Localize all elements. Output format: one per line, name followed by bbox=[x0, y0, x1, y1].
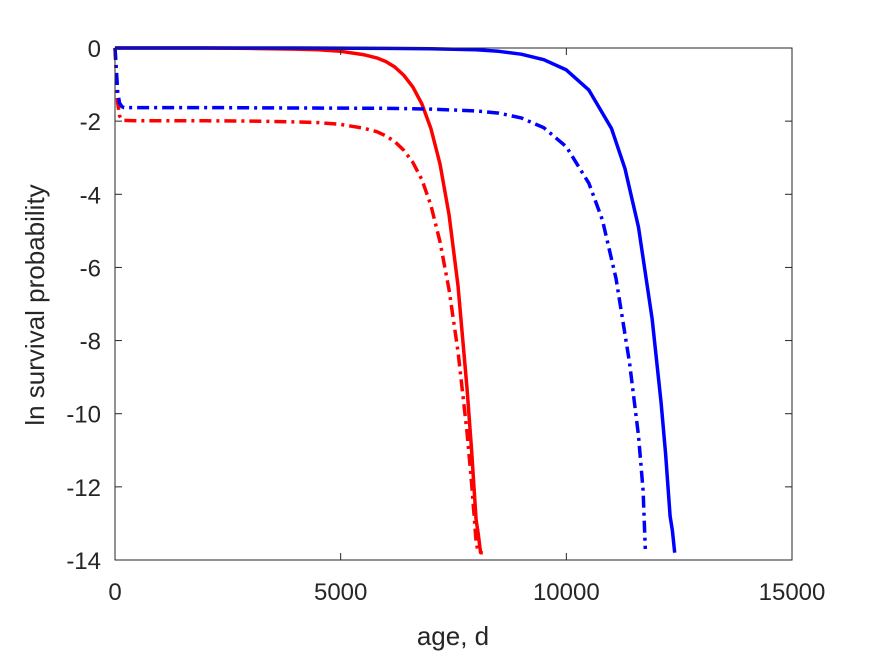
x-tick-label: 15000 bbox=[759, 579, 826, 606]
y-axis-label: ln survival probability bbox=[20, 184, 50, 425]
plot-frame bbox=[114, 47, 793, 561]
tick-layer: 0 5000 10000 15000 0 -2 -4 -6 -8 -10 -12 -14 bbox=[66, 36, 825, 606]
x-tick-label: 10000 bbox=[533, 579, 600, 606]
series-line-4 bbox=[113, 47, 648, 550]
y-tick-label: 0 bbox=[88, 36, 101, 63]
y-tick-label: -12 bbox=[66, 475, 101, 502]
y-tick-label: -4 bbox=[80, 182, 101, 209]
y-tick-label: -6 bbox=[80, 255, 101, 282]
x-axis-label: age, d bbox=[417, 621, 489, 651]
y-tick-label: -8 bbox=[80, 329, 101, 356]
x-tick-label: 5000 bbox=[314, 579, 367, 606]
y-tick-label: -2 bbox=[80, 109, 101, 136]
y-tick-label: -14 bbox=[66, 548, 101, 575]
x-tick-label: 0 bbox=[108, 579, 121, 606]
y-tick-label: -10 bbox=[66, 402, 101, 429]
